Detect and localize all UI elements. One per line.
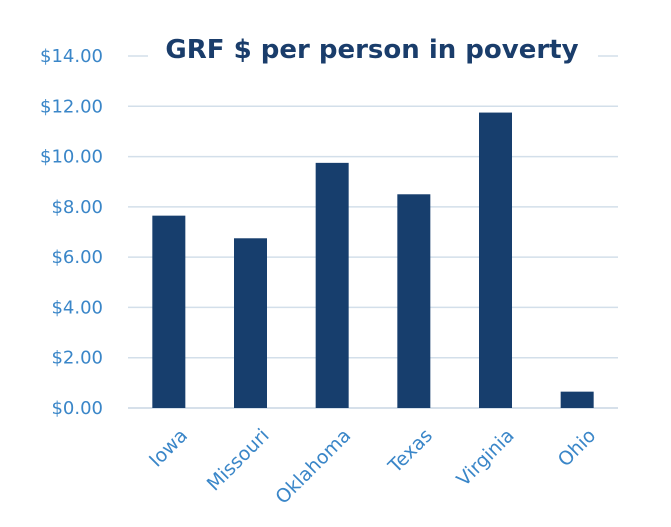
x-tick-label-ohio: Ohio bbox=[554, 425, 601, 472]
bar-missouri bbox=[234, 238, 267, 408]
x-tick-label-oklahoma: Oklahoma bbox=[271, 425, 355, 509]
y-tick-label: $8.00 bbox=[51, 197, 103, 218]
y-tick-label: $14.00 bbox=[40, 46, 103, 67]
bar-oklahoma bbox=[315, 162, 349, 408]
x-tick-label-texas: Texas bbox=[384, 425, 437, 478]
y-tick-label: $12.00 bbox=[40, 96, 103, 117]
y-axis-tick-labels: $0.00 $2.00 $4.00 $6.00 $8.00 $10.00 $12.00 $14… bbox=[40, 46, 103, 419]
bar-texas bbox=[397, 194, 431, 408]
y-tick-label: $6.00 bbox=[51, 247, 103, 268]
gridlines bbox=[128, 55, 618, 409]
x-tick-label-virginia: Virginia bbox=[452, 425, 518, 491]
bar-iowa bbox=[152, 215, 186, 408]
y-tick-label: $4.00 bbox=[51, 297, 103, 318]
chart-title: GRF $ per person in poverty bbox=[165, 35, 578, 65]
x-tick-label-missouri: Missouri bbox=[203, 425, 274, 496]
bar-virginia bbox=[479, 112, 512, 409]
title-background bbox=[148, 26, 598, 72]
y-tick-label: $10.00 bbox=[40, 147, 103, 168]
bars bbox=[152, 112, 594, 409]
bar-ohio bbox=[560, 391, 594, 408]
y-tick-label: $2.00 bbox=[51, 348, 103, 369]
y-tick-label: $0.00 bbox=[51, 398, 103, 419]
x-tick-label-iowa: Iowa bbox=[145, 425, 192, 472]
